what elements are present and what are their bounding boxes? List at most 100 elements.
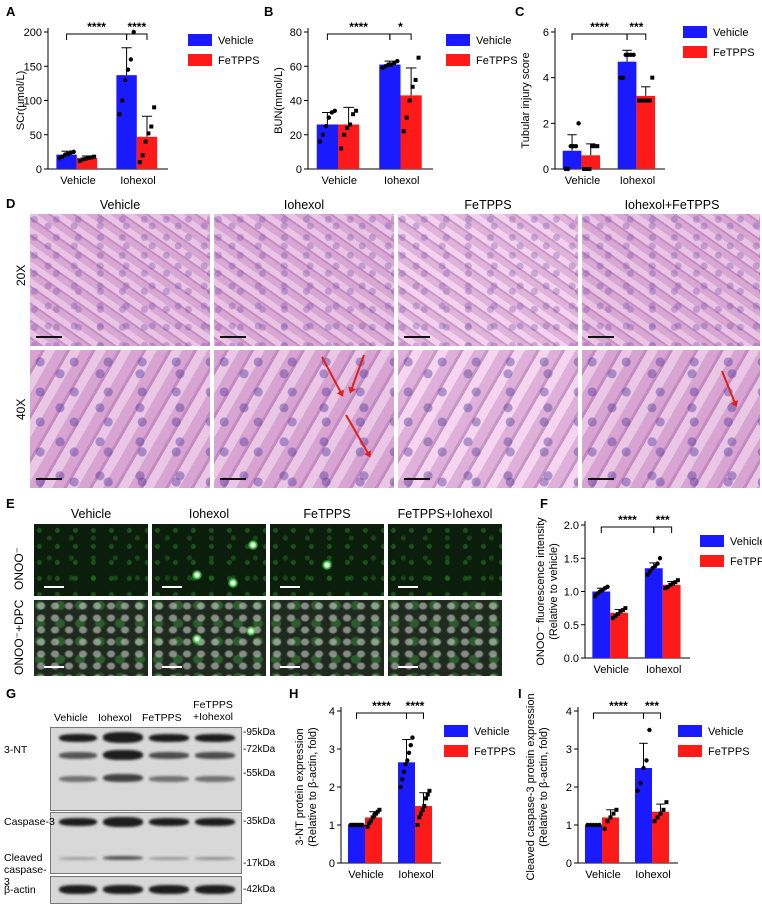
data-point: [339, 146, 344, 151]
data-point: [582, 167, 587, 171]
y-tick-label: 1: [566, 820, 572, 832]
wb-protein-caspase3: Caspase-3: [4, 816, 55, 828]
legend-swatch: [683, 26, 707, 38]
data-point: [650, 75, 655, 80]
data-point: [354, 108, 359, 113]
data-point: [615, 612, 620, 617]
fluor-col-fetpps: FeTPPS: [303, 507, 351, 521]
data-point: [595, 144, 600, 149]
he-image-fetpps-40x: [398, 350, 578, 488]
significance-bracket: [626, 33, 647, 40]
legend-swatch: [683, 46, 707, 58]
data-point: [642, 98, 647, 103]
data-point: [422, 804, 427, 808]
data-point: [140, 153, 145, 158]
x-tick-label: Iohexol: [620, 175, 655, 187]
bar: [316, 124, 338, 169]
data-point: [587, 167, 592, 171]
data-point: [401, 129, 406, 134]
x-tick-label: Vehicle: [585, 869, 620, 881]
data-point: [614, 807, 619, 812]
legend-label: FeTPPS: [708, 746, 750, 758]
y-axis-label: (Relative to vehicle): [548, 543, 560, 640]
data-point: [673, 580, 678, 585]
data-point: [122, 77, 128, 83]
y-tick-label: 3: [329, 744, 335, 756]
legend-swatch: [678, 725, 702, 737]
fluor-image-fetpps-dpc: [270, 600, 384, 676]
data-point: [661, 807, 666, 812]
data-point: [665, 584, 670, 589]
injury-arrow: [321, 356, 343, 395]
bar: [581, 155, 601, 169]
fluor-image-iohexol-dpc: [152, 600, 266, 676]
legend-swatch: [444, 745, 468, 757]
y-tick-label: 4: [543, 73, 549, 85]
he-image-vehicle-20x: [30, 214, 210, 346]
data-point: [71, 149, 76, 155]
y-axis-label: BUN(mmol/L): [273, 67, 285, 134]
legend-label: Vehicle: [476, 35, 511, 47]
he-image-iohexol-fetpps-20x: [582, 214, 760, 346]
data-point: [641, 765, 646, 771]
wb-marker-35: -35kDa: [243, 816, 276, 827]
bar: [644, 568, 663, 658]
fluor-row-onoo-dpc: ONOO⁻+DPC: [12, 599, 26, 675]
data-point: [647, 569, 653, 574]
fluor-col-fetpps-iohexol: FeTPPS+Iohexol: [397, 507, 493, 521]
data-point: [623, 606, 628, 611]
y-tick-label: 6: [543, 27, 549, 39]
significance-bracket: [326, 33, 391, 40]
data-point: [416, 55, 421, 60]
significance-label: ***: [645, 699, 659, 713]
y-tick-label: 0.5: [564, 620, 579, 632]
data-point: [658, 811, 663, 816]
data-point: [590, 144, 595, 149]
bar: [562, 150, 582, 169]
bar: [652, 811, 669, 863]
data-point: [424, 796, 429, 801]
data-point: [675, 578, 680, 583]
data-point: [631, 52, 636, 58]
legend-label: FeTPPS: [476, 55, 518, 67]
bar: [76, 158, 98, 169]
x-tick-label: Iohexol: [398, 869, 433, 881]
fluor-image-vehicle-onoo: [34, 524, 148, 596]
data-point: [128, 57, 134, 62]
data-point: [613, 614, 618, 619]
fluor-image-fetpps-iohexol-onoo: [388, 524, 502, 596]
data-point: [418, 811, 423, 816]
data-point: [86, 156, 91, 161]
data-point: [320, 132, 326, 137]
wb-lane-fetpps-iohexol: FeTPPS +Iohexol: [193, 699, 233, 723]
data-point: [117, 112, 122, 117]
y-tick-label: 0: [329, 858, 335, 870]
data-point: [323, 123, 329, 129]
panel-label-a: A: [6, 4, 16, 19]
data-point: [645, 572, 650, 578]
y-tick-label: 20: [290, 130, 302, 142]
data-point: [120, 98, 125, 103]
data-point: [652, 819, 657, 824]
data-point: [638, 781, 643, 786]
data-point: [92, 154, 97, 159]
he-image-vehicle-40x: [30, 350, 210, 488]
onoo-fluorescence-bar-chart: 0.0 0.5 1.0 1.5 2.0 ONOO⁻ fluorescence intens…: [535, 513, 762, 676]
data-point: [406, 750, 412, 755]
significance-bracket: [571, 33, 628, 40]
wb-protein-3nt: 3-NT: [4, 744, 28, 756]
data-point: [317, 139, 323, 144]
legend-swatch: [700, 535, 724, 547]
data-point: [645, 98, 650, 103]
legend-label: Vehicle: [218, 35, 253, 47]
data-point: [398, 784, 403, 790]
y-tick-label: 0: [36, 164, 42, 176]
legend-label: Vehicle: [708, 726, 743, 738]
y-tick-label: 150: [24, 61, 42, 73]
histology-col-fetpps: FeTPPS: [464, 198, 512, 212]
data-point: [143, 139, 148, 144]
bar: [136, 136, 158, 169]
data-point: [345, 125, 350, 130]
y-tick-label: 2: [566, 782, 572, 794]
